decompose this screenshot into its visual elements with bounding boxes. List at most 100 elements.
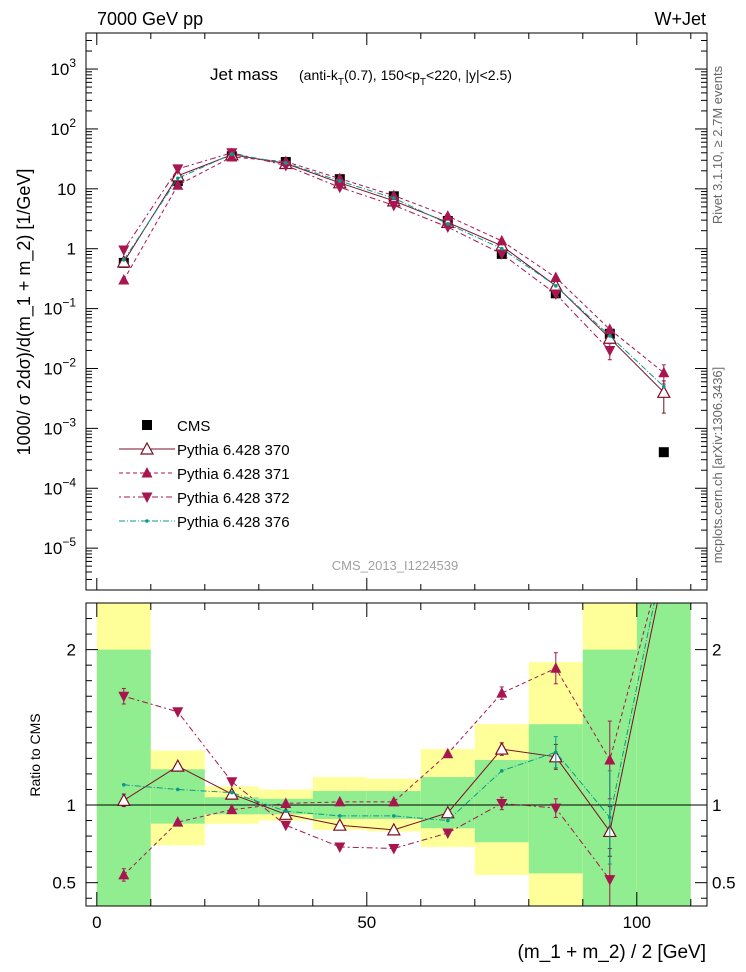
main-y-tick-exponent-0: −5 bbox=[62, 535, 76, 549]
main-y-tick-exponent-8: 3 bbox=[69, 56, 76, 70]
ratio-point-p376-9 bbox=[608, 815, 612, 820]
ratio-point-p376-6 bbox=[446, 818, 450, 823]
series-line-p372 bbox=[123, 152, 611, 351]
point-p376-8 bbox=[554, 284, 558, 288]
point-p372-0 bbox=[118, 245, 130, 257]
ratio-y-tick-label-left-0: 0.5 bbox=[52, 874, 76, 893]
ratio-line-p376 bbox=[123, 603, 655, 822]
ratio-point-p371-2 bbox=[226, 803, 238, 815]
ratio-point-p376-3 bbox=[284, 809, 288, 814]
point-p376-3 bbox=[284, 161, 288, 165]
legend: CMS Pythia 6.428 370 Pythia 6.428 371 Pythi… bbox=[119, 418, 290, 531]
title-sub-2: T bbox=[338, 77, 344, 88]
ratio-y-tick-label-left-2: 2 bbox=[67, 641, 76, 660]
main-y-axis-label: 1000/ σ 2dσ)/d(m_1 + m_2) [1/GeV] bbox=[14, 169, 35, 456]
point-p376-5 bbox=[392, 196, 396, 200]
main-y-tick-exponent-4: −1 bbox=[62, 296, 76, 310]
legend-marker-p371 bbox=[141, 467, 153, 478]
header-left: 7000 GeV pp bbox=[97, 9, 203, 29]
point-p371-6 bbox=[442, 210, 454, 221]
point-p371-0 bbox=[118, 274, 130, 285]
main-y-tick-exponent-3: −2 bbox=[62, 355, 76, 369]
ratio-point-p376-1 bbox=[176, 787, 180, 792]
point-p376-0 bbox=[122, 258, 126, 262]
ratio-y-tick-label-right-0: 0.5 bbox=[712, 874, 736, 893]
x-tick-label-2: 100 bbox=[623, 913, 651, 932]
legend-label-p371: Pythia 6.428 371 bbox=[177, 466, 290, 483]
point-p372-7 bbox=[496, 249, 508, 260]
legend-label-p370: Pythia 6.428 370 bbox=[177, 442, 290, 459]
ratio-y-tick-label-left-1: 1 bbox=[67, 796, 76, 815]
ratio-point-p372-6 bbox=[442, 828, 454, 839]
rivet-version-label: Rivet 3.1.10, ≥ 2.7M events bbox=[710, 65, 725, 224]
main-y-tick-label-4: 10−1 bbox=[43, 296, 76, 319]
ratio-point-p370-1 bbox=[170, 758, 185, 772]
ratio-point-p372-1 bbox=[172, 707, 184, 718]
point-p376-6 bbox=[446, 222, 450, 226]
ratio-y-axis-label: Ratio to CMS bbox=[27, 713, 43, 796]
ratio-point-p376-0 bbox=[122, 783, 126, 787]
point-p376-1 bbox=[176, 176, 180, 181]
ratio-line-p372 bbox=[123, 695, 611, 880]
point-p372-5 bbox=[388, 200, 400, 212]
main-y-tick-mantissa-6: 10 bbox=[57, 180, 76, 199]
legend-marker-p372 bbox=[141, 492, 153, 503]
main-plot-area bbox=[86, 33, 707, 590]
ratio-point-p376-2 bbox=[230, 790, 234, 795]
main-y-tick-label-1: 10−4 bbox=[43, 475, 76, 498]
ratio-plot-data bbox=[116, 603, 658, 906]
ratio-point-p376-8 bbox=[554, 750, 558, 754]
point-p371-8 bbox=[550, 271, 562, 283]
uncertainty-band-green-1 bbox=[150, 769, 205, 824]
point-p376-9 bbox=[608, 334, 612, 338]
x-tick-label-1: 50 bbox=[357, 913, 376, 932]
series-line-p376 bbox=[123, 153, 665, 387]
main-y-tick-label-2: 10−3 bbox=[43, 415, 76, 438]
main-y-tick-label-6: 10 bbox=[57, 180, 76, 199]
point-p376-2 bbox=[230, 152, 234, 156]
main-y-tick-mantissa-4: 10 bbox=[43, 300, 62, 319]
title-sub-3: (0.7), 150<p bbox=[344, 67, 420, 83]
legend-label-p376: Pythia 6.428 376 bbox=[177, 514, 290, 531]
legend-marker-p370 bbox=[139, 441, 155, 455]
main-y-tick-mantissa-0: 10 bbox=[43, 539, 62, 558]
ratio-point-p372-3 bbox=[280, 820, 292, 832]
plot-title-sub: (anti-kT(0.7), 150<pT<220, |y|<2.5) bbox=[299, 67, 512, 88]
main-y-tick-mantissa-3: 10 bbox=[43, 359, 62, 378]
title-sub-1: (anti-k bbox=[299, 67, 339, 83]
ratio-y-tick-label-right-1: 1 bbox=[712, 796, 721, 815]
main-plot-background bbox=[86, 33, 707, 590]
point-p370-10 bbox=[656, 385, 671, 398]
ratio-point-p372-8 bbox=[550, 803, 562, 815]
main-y-tick-mantissa-1: 10 bbox=[43, 479, 62, 498]
ratio-point-p376-5 bbox=[392, 814, 396, 818]
point-p372-1 bbox=[172, 164, 184, 175]
ratio-point-p370-5 bbox=[386, 822, 401, 836]
legend-marker-p376 bbox=[145, 519, 149, 523]
x-axis-label: (m_1 + m_2) / 2 [GeV] bbox=[518, 942, 707, 963]
ratio-point-p372-7 bbox=[496, 798, 508, 810]
point-p376-7 bbox=[500, 246, 504, 251]
ratio-point-p371-5 bbox=[388, 795, 400, 807]
main-y-tick-exponent-7: 2 bbox=[69, 116, 76, 130]
ratio-point-p371-3 bbox=[280, 797, 292, 808]
title-sub-5: <220, |y|<2.5) bbox=[426, 67, 512, 83]
ratio-plot-background bbox=[86, 603, 707, 906]
point-p376-4 bbox=[338, 179, 342, 183]
point-p371-10 bbox=[658, 366, 670, 378]
uncertainty-band-green-10 bbox=[636, 603, 691, 906]
legend-label-p372: Pythia 6.428 372 bbox=[177, 490, 290, 507]
main-y-tick-exponent-1: −4 bbox=[62, 475, 76, 489]
main-y-tick-label-5: 1 bbox=[67, 240, 76, 259]
main-y-tick-mantissa-2: 10 bbox=[43, 419, 62, 438]
point-p372-4 bbox=[334, 182, 346, 194]
main-y-tick-mantissa-8: 10 bbox=[50, 60, 69, 79]
main-y-tick-label-3: 10−2 bbox=[43, 355, 76, 378]
main-y-tick-label-7: 102 bbox=[50, 116, 76, 139]
ratio-point-p371-7 bbox=[496, 687, 508, 698]
plot-title-main: Jet mass bbox=[210, 65, 278, 84]
legend-marker-cms bbox=[142, 420, 152, 430]
ratio-point-p371-9 bbox=[604, 753, 616, 765]
